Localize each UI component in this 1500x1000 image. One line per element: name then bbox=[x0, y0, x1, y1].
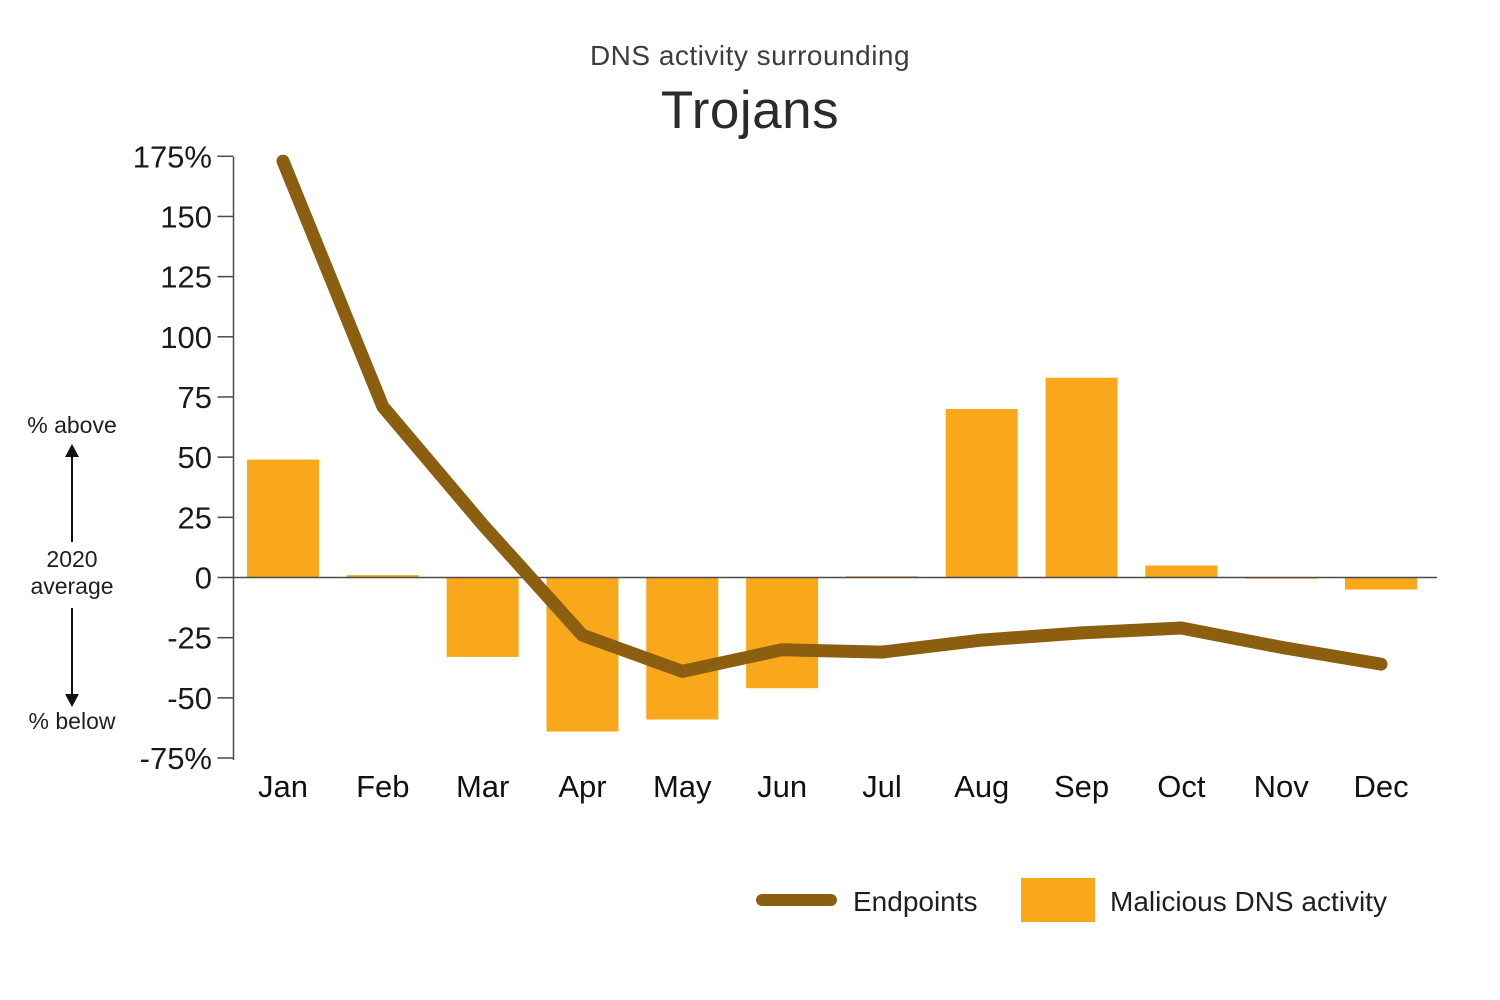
x-label-sep: Sep bbox=[1054, 769, 1109, 804]
legend-dns-square-swatch bbox=[1021, 878, 1095, 922]
bar-may bbox=[646, 577, 719, 720]
x-label-jan: Jan bbox=[258, 769, 308, 804]
bar-aug bbox=[945, 409, 1018, 578]
y-tick-label--50: -50 bbox=[167, 681, 212, 716]
y-tick-label-25: 25 bbox=[178, 500, 212, 535]
axis-annotation-above: % above bbox=[27, 412, 117, 438]
bar-dec bbox=[1345, 577, 1418, 590]
legend-endpoints-label: Endpoints bbox=[853, 886, 978, 917]
x-label-dec: Dec bbox=[1353, 769, 1408, 804]
x-label-feb: Feb bbox=[356, 769, 409, 804]
x-label-apr: Apr bbox=[558, 769, 606, 804]
y-tick-label-150: 150 bbox=[160, 199, 212, 234]
bar-mar bbox=[446, 577, 519, 657]
y-tick-label--75: -75% bbox=[140, 741, 212, 776]
arrow-shaft-lower bbox=[71, 608, 73, 694]
arrow-shaft-upper bbox=[71, 457, 73, 542]
chart-title: DNS activity surrounding bbox=[589, 40, 911, 71]
axis-annotation-below: % below bbox=[28, 708, 116, 734]
y-tick-label-50: 50 bbox=[178, 440, 212, 475]
y-tick-label--25: -25 bbox=[167, 621, 212, 656]
y-tick-label-75: 75 bbox=[178, 380, 212, 415]
bar-sep bbox=[1045, 377, 1118, 578]
y-tick-label-125: 125 bbox=[160, 260, 212, 295]
x-label-may: May bbox=[653, 769, 712, 804]
x-label-nov: Nov bbox=[1254, 769, 1310, 804]
y-tick-label-0: 0 bbox=[195, 561, 212, 596]
arrow-down-icon bbox=[65, 694, 79, 707]
bar-jun bbox=[746, 577, 819, 689]
x-label-aug: Aug bbox=[954, 769, 1009, 804]
chart-subtitle: Trojans bbox=[660, 81, 840, 140]
legend-dns-label: Malicious DNS activity bbox=[1110, 886, 1387, 917]
x-label-mar: Mar bbox=[456, 769, 509, 804]
bar-oct bbox=[1145, 565, 1218, 578]
bar-jan bbox=[247, 459, 319, 578]
bar-feb bbox=[346, 575, 419, 578]
endpoints-line bbox=[276, 154, 1388, 678]
y-tick-label-100: 100 bbox=[160, 320, 212, 355]
y-tick-label-175: 175% bbox=[133, 139, 212, 174]
axis-annotation-average: 2020 average bbox=[30, 546, 114, 599]
arrow-up-icon bbox=[65, 444, 79, 457]
legend-endpoints-line-swatch bbox=[756, 894, 837, 906]
x-label-oct: Oct bbox=[1157, 769, 1206, 804]
x-label-jul: Jul bbox=[862, 769, 902, 804]
x-label-jun: Jun bbox=[757, 769, 807, 804]
